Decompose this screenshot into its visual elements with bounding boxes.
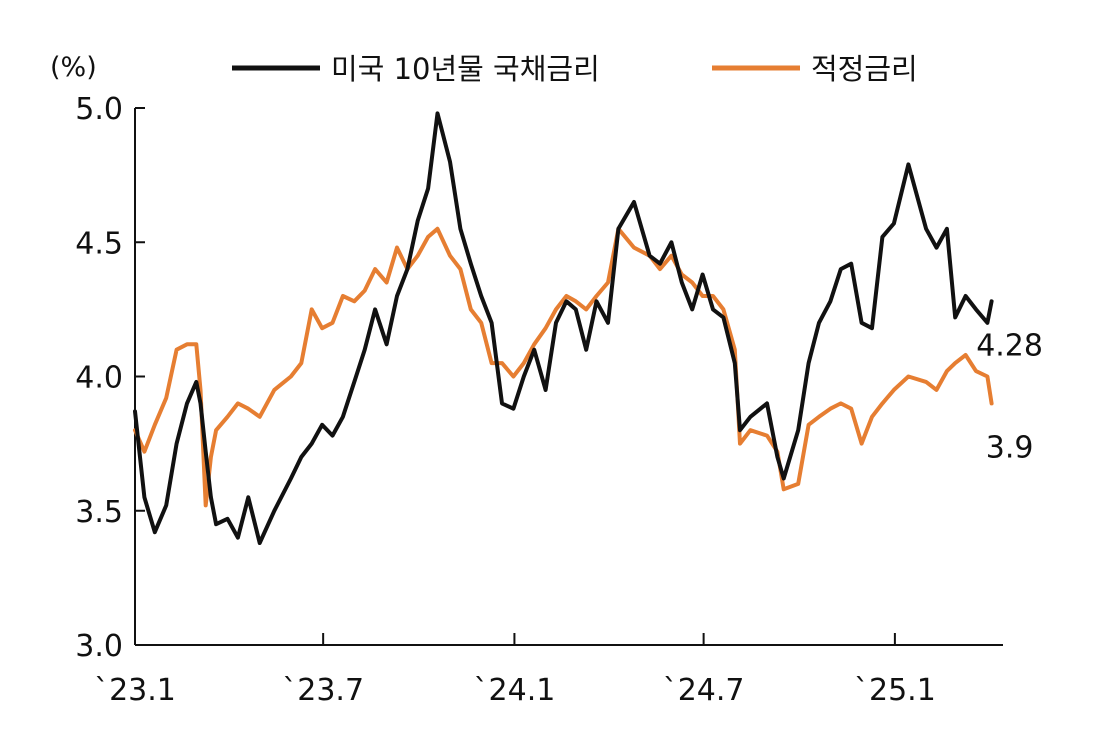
x-tick-label: `24.7 [663,673,745,708]
end-label-us-10y: 4.28 [976,328,1043,363]
y-ticks: 3.0 3.5 4.0 4.5 5.0 [75,92,145,664]
legend-label-us-10y: 미국 10년물 국채금리 [331,52,600,86]
legend: 미국 10년물 국채금리 적정금리 [232,52,918,86]
end-label-fair-rate: 3.9 [986,430,1034,465]
y-axis-unit-label: (%) [50,52,97,83]
legend-label-fair-rate: 적정금리 [811,52,918,86]
x-tick-label: `25.1 [854,673,936,708]
y-tick-label: 3.0 [75,629,123,664]
y-tick-label: 4.5 [75,226,123,261]
x-tick-label: `23.1 [94,673,176,708]
x-ticks: `23.1 `23.7 `24.1 `24.7 `25.1 [94,633,936,708]
y-tick-label: 4.0 [75,361,123,396]
series-layer [133,111,994,545]
y-tick-label: 3.5 [75,495,123,530]
axes [134,108,1003,646]
legend-item-fair-rate: 적정금리 [712,52,918,86]
y-tick-label: 5.0 [75,92,123,127]
x-tick-label: `24.1 [474,673,556,708]
series-line-us-10y [133,111,994,545]
x-tick-label: `23.7 [282,673,364,708]
series-line-fair-rate [133,226,994,508]
legend-item-us-10y: 미국 10년물 국채금리 [232,52,600,86]
